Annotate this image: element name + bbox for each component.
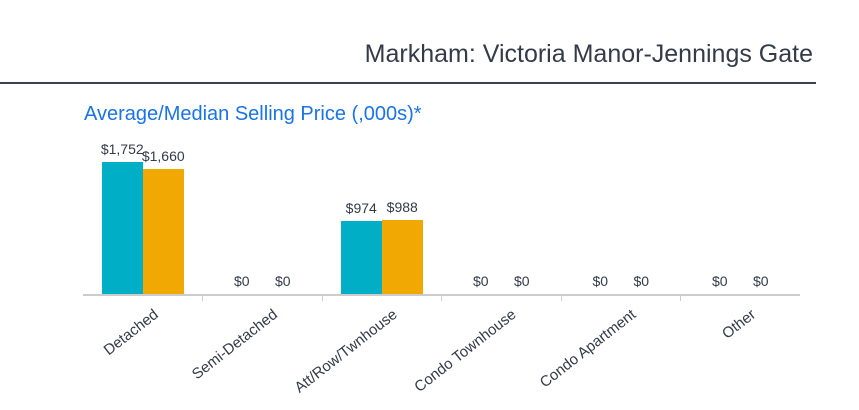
- value-label-average-att-row-twnhouse: $974: [345, 199, 377, 216]
- value-label-median-semi-detached: $0: [274, 272, 291, 289]
- x-axis-tick: [202, 294, 203, 301]
- x-axis-label-semi-detached: Semi-Detached: [188, 306, 281, 384]
- bars-area: $1,752 $1,660 $0 $0 $974 $988 $0 $0 $0 $0 $0 $0: [83, 134, 800, 294]
- x-axis-label-detached: Detached: [100, 306, 162, 359]
- value-label-average-other: $0: [711, 272, 728, 289]
- chart-title: Average/Median Selling Price (,000s)*: [84, 103, 422, 125]
- value-label-median-detached: $1,660: [141, 147, 185, 164]
- value-label-median-condo-townhouse: $0: [513, 272, 530, 289]
- x-axis-tick: [441, 294, 442, 301]
- value-label-average-detached: $1,752: [100, 140, 144, 157]
- value-label-average-semi-detached: $0: [233, 272, 250, 289]
- x-axis-label-condo-townhouse: Condo Townhouse: [411, 306, 520, 396]
- page-title: Markham: Victoria Manor-Jennings Gate: [364, 40, 813, 68]
- x-axis-label-other: Other: [718, 306, 759, 343]
- x-axis-tick: [680, 294, 681, 301]
- x-axis-label-condo-apartment: Condo Apartment: [536, 306, 640, 392]
- bar-median-detached: [142, 169, 184, 294]
- value-label-average-condo-apartment: $0: [592, 272, 609, 289]
- bar-average-att-row-twnhouse: [340, 221, 382, 294]
- header-divider-line: [0, 82, 816, 84]
- value-label-median-att-row-twnhouse: $988: [386, 198, 418, 215]
- x-axis-tick: [321, 294, 323, 301]
- value-label-median-condo-apartment: $0: [633, 272, 650, 289]
- bar-average-detached: [101, 162, 143, 294]
- value-label-median-other: $0: [752, 272, 769, 289]
- x-axis-tick: [560, 294, 562, 301]
- value-label-average-condo-townhouse: $0: [472, 272, 489, 289]
- chart-plot-area: $1,752 $1,660 $0 $0 $974 $988 $0 $0 $0 $0 $0 $0 Det…: [83, 134, 800, 410]
- x-axis-label-att-row-twnhouse: Att/Row/Twnhouse: [291, 306, 401, 397]
- bar-median-att-row-twnhouse: [381, 220, 423, 294]
